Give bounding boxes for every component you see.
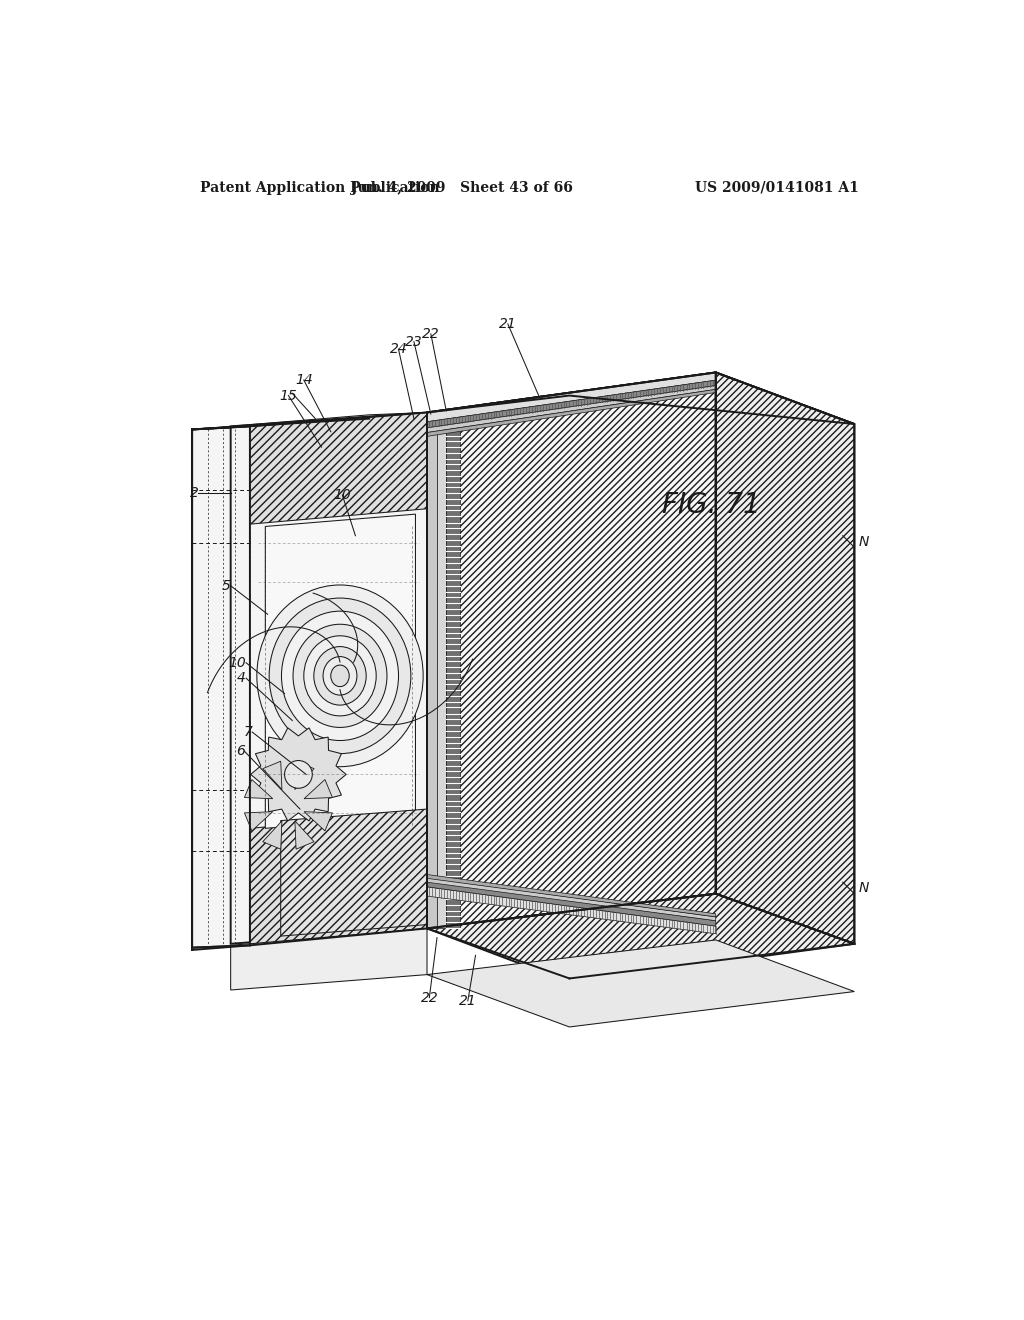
Polygon shape bbox=[427, 412, 437, 928]
Ellipse shape bbox=[269, 598, 411, 754]
Text: 7: 7 bbox=[244, 725, 252, 739]
Text: 10: 10 bbox=[334, 488, 351, 502]
Text: Jun. 4, 2009   Sheet 43 of 66: Jun. 4, 2009 Sheet 43 of 66 bbox=[351, 181, 572, 194]
Polygon shape bbox=[427, 875, 716, 917]
Text: 15: 15 bbox=[280, 388, 297, 403]
Text: 23: 23 bbox=[406, 335, 423, 348]
Polygon shape bbox=[263, 762, 282, 789]
Polygon shape bbox=[251, 727, 346, 821]
Text: 22: 22 bbox=[422, 327, 439, 341]
Text: Patent Application Publication: Patent Application Publication bbox=[200, 181, 439, 194]
Polygon shape bbox=[250, 412, 427, 524]
Ellipse shape bbox=[282, 611, 398, 741]
Text: 6: 6 bbox=[236, 744, 245, 758]
Polygon shape bbox=[427, 380, 716, 428]
Text: 2: 2 bbox=[189, 486, 199, 500]
Text: 22: 22 bbox=[421, 991, 438, 1005]
Ellipse shape bbox=[323, 656, 357, 696]
Polygon shape bbox=[230, 412, 427, 944]
Text: 21: 21 bbox=[459, 994, 477, 1007]
Polygon shape bbox=[446, 412, 460, 928]
Polygon shape bbox=[304, 812, 333, 830]
Polygon shape bbox=[427, 372, 716, 422]
Polygon shape bbox=[427, 389, 716, 437]
Text: US 2009/0141081 A1: US 2009/0141081 A1 bbox=[695, 181, 859, 194]
Polygon shape bbox=[437, 412, 446, 928]
Polygon shape bbox=[193, 412, 427, 429]
Ellipse shape bbox=[293, 624, 387, 727]
Text: 14: 14 bbox=[295, 374, 312, 387]
Polygon shape bbox=[230, 928, 427, 990]
Polygon shape bbox=[427, 385, 716, 433]
Ellipse shape bbox=[304, 636, 376, 715]
Text: 21: 21 bbox=[499, 317, 517, 331]
Text: FIG. 71: FIG. 71 bbox=[662, 491, 761, 519]
Polygon shape bbox=[427, 878, 716, 921]
Polygon shape bbox=[265, 515, 416, 829]
Polygon shape bbox=[295, 821, 314, 849]
Polygon shape bbox=[295, 762, 314, 789]
Polygon shape bbox=[193, 426, 250, 948]
Text: N: N bbox=[858, 535, 868, 549]
Polygon shape bbox=[245, 780, 272, 799]
Polygon shape bbox=[427, 887, 716, 933]
Polygon shape bbox=[245, 812, 272, 830]
Ellipse shape bbox=[313, 647, 367, 705]
Text: 5: 5 bbox=[222, 578, 230, 593]
Ellipse shape bbox=[257, 585, 423, 767]
Text: N: N bbox=[858, 882, 868, 895]
Text: 24: 24 bbox=[390, 342, 408, 356]
Ellipse shape bbox=[331, 665, 349, 686]
Polygon shape bbox=[427, 880, 716, 927]
Polygon shape bbox=[427, 372, 854, 424]
Polygon shape bbox=[427, 894, 854, 982]
Polygon shape bbox=[281, 809, 427, 936]
Text: 10: 10 bbox=[228, 656, 246, 669]
Polygon shape bbox=[427, 940, 854, 1027]
Polygon shape bbox=[304, 780, 333, 799]
Polygon shape bbox=[250, 813, 427, 944]
Polygon shape bbox=[263, 821, 282, 849]
Circle shape bbox=[285, 760, 312, 788]
Polygon shape bbox=[427, 372, 716, 928]
Polygon shape bbox=[716, 372, 854, 944]
Text: 4: 4 bbox=[238, 671, 246, 685]
